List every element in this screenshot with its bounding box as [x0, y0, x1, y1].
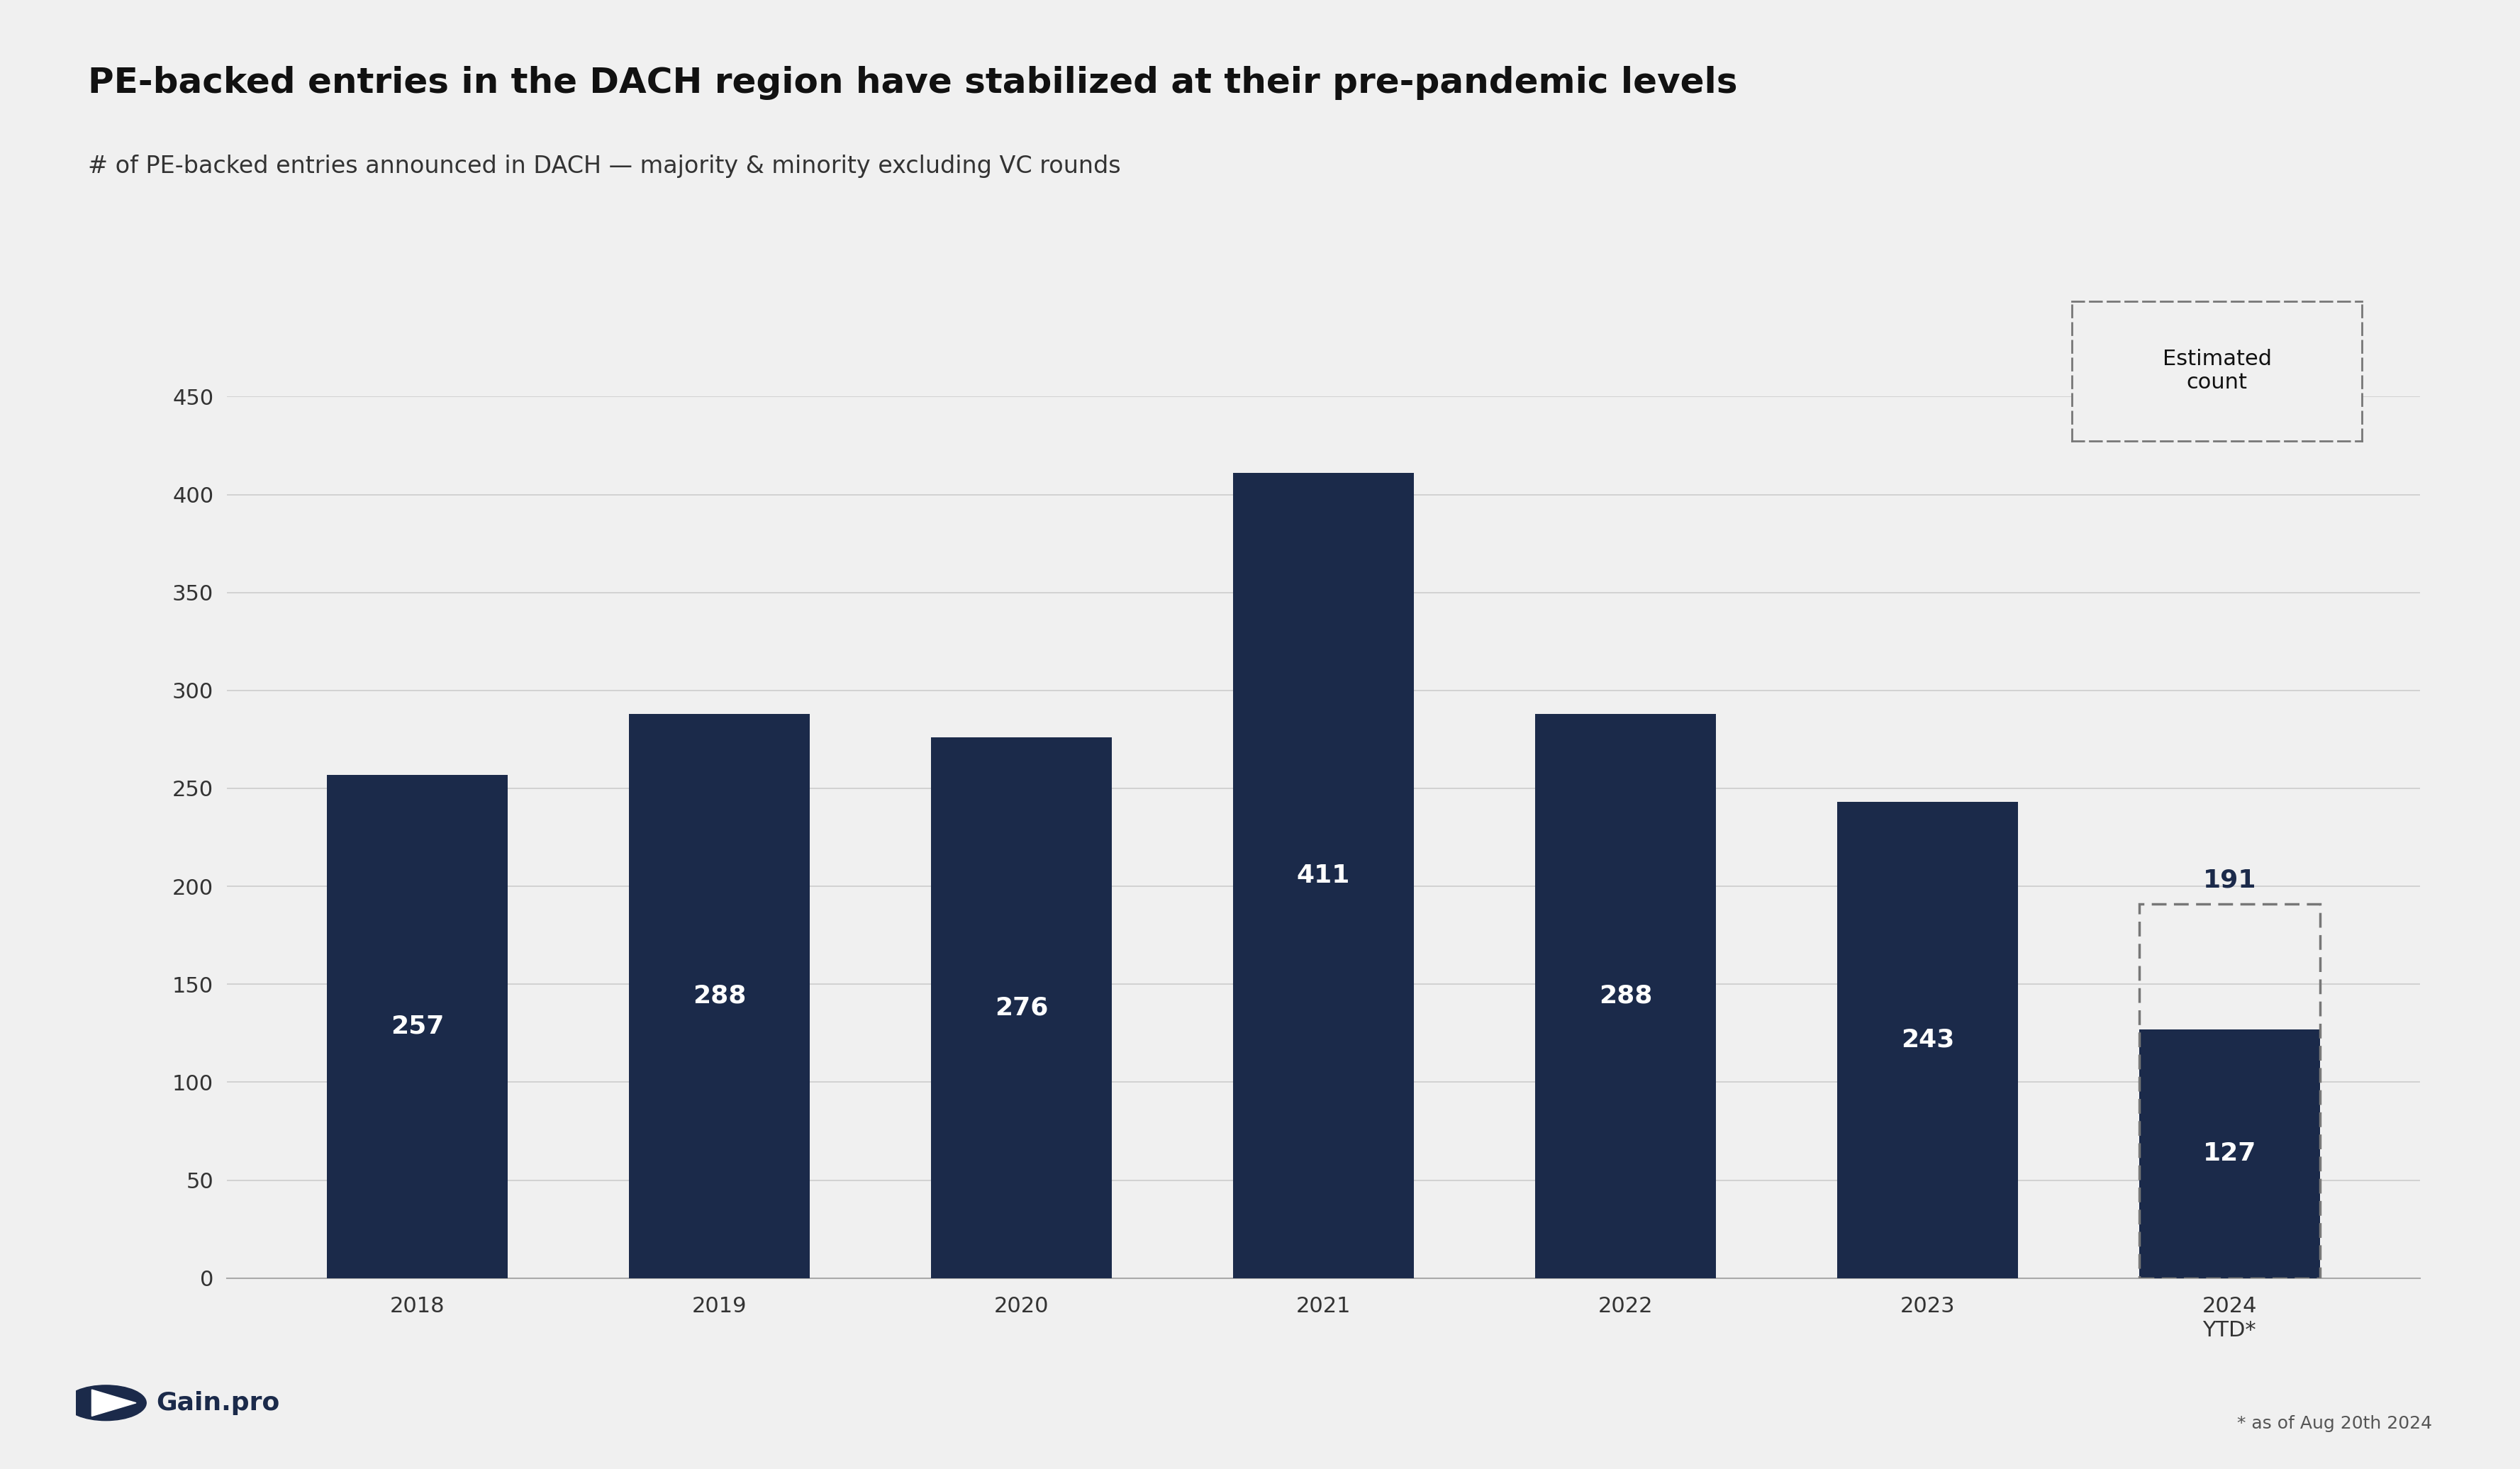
Circle shape — [66, 1385, 146, 1421]
Text: 288: 288 — [1598, 984, 1651, 1008]
Text: PE-backed entries in the DACH region have stabilized at their pre-pandemic level: PE-backed entries in the DACH region hav… — [88, 66, 1736, 100]
Text: 288: 288 — [693, 984, 746, 1008]
Text: # of PE-backed entries announced in DACH — majority & minority excluding VC roun: # of PE-backed entries announced in DACH… — [88, 154, 1121, 178]
Text: 276: 276 — [995, 996, 1048, 1019]
Bar — [1232, 473, 1414, 1278]
Bar — [930, 737, 1111, 1278]
Text: Gain.pro: Gain.pro — [156, 1391, 280, 1415]
Polygon shape — [91, 1390, 136, 1416]
Bar — [1535, 714, 1716, 1278]
Bar — [328, 774, 507, 1278]
Text: * as of Aug 20th 2024: * as of Aug 20th 2024 — [2238, 1415, 2432, 1432]
Text: 243: 243 — [1900, 1028, 1953, 1052]
Text: 191: 191 — [2202, 868, 2255, 892]
Bar — [1837, 802, 2019, 1278]
Text: 257: 257 — [391, 1014, 444, 1039]
Bar — [2139, 1030, 2318, 1278]
Bar — [627, 714, 809, 1278]
Text: 411: 411 — [1295, 864, 1351, 887]
Text: 127: 127 — [2202, 1141, 2255, 1166]
Text: Estimated
count: Estimated count — [2162, 348, 2271, 394]
